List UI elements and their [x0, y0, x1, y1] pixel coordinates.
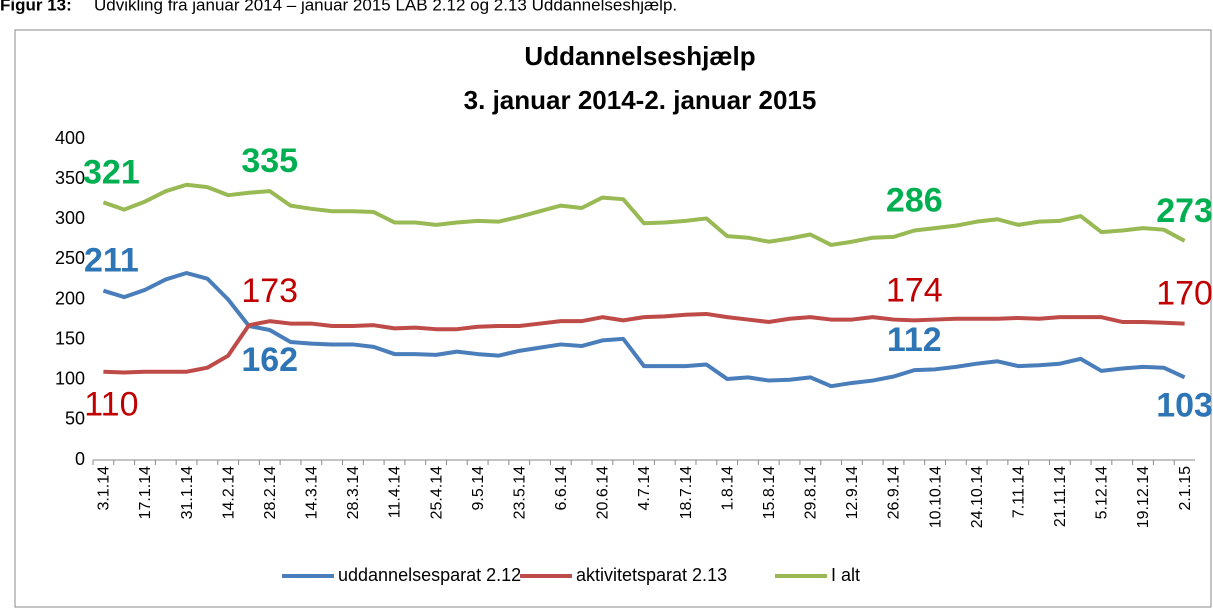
y-tick-label: 50: [65, 409, 85, 429]
x-tick-label: 5.12.14: [1094, 466, 1111, 519]
x-tick-label: 20.6.14: [595, 466, 612, 519]
y-tick-label: 300: [55, 208, 85, 228]
y-tick-label: 150: [55, 328, 85, 348]
y-tick-label: 200: [55, 288, 85, 308]
data-label: 286: [886, 181, 943, 219]
x-tick-label: 4.7.14: [636, 466, 653, 511]
x-tick-label: 6.6.14: [553, 466, 570, 511]
x-tick-label: 18.7.14: [678, 466, 695, 519]
caption-label: Figur 13:: [0, 0, 72, 14]
x-tick-label: 15.8.14: [761, 466, 778, 519]
x-tick-label: 28.3.14: [345, 466, 362, 519]
x-tick-label: 1.8.14: [719, 466, 736, 511]
x-tick-label: 2.1.15: [1177, 466, 1194, 511]
x-tick-label: 9.5.14: [470, 466, 487, 511]
data-label: 273: [1156, 192, 1213, 230]
data-label: 170: [1156, 275, 1213, 313]
x-tick-label: 28.2.14: [262, 466, 279, 519]
series-line: [102, 271, 1186, 389]
x-tick-label: 11.4.14: [387, 466, 404, 518]
data-label: 211: [84, 242, 139, 280]
data-label: 174: [886, 271, 943, 309]
x-tick-label: 26.9.14: [886, 466, 903, 519]
x-tick-label: 23.5.14: [511, 466, 528, 519]
caption: Udvikling fra januar 2014 – januar 2015 …: [94, 0, 677, 14]
x-tick-label: 10.10.14: [927, 466, 944, 528]
x-tick-label: 25.4.14: [428, 466, 445, 519]
chart-title: 3. januar 2014-2. januar 2015: [464, 85, 817, 115]
series-line: [102, 182, 1186, 247]
legend-label: uddannelsesparat 2.12: [338, 565, 521, 585]
data-label: 112: [887, 321, 942, 359]
x-tick-label: 17.1.14: [137, 466, 154, 519]
legend-label: aktivitetsparat 2.13: [576, 565, 727, 585]
x-tick-label: 21.11.14: [1052, 466, 1069, 527]
y-tick-label: 250: [55, 248, 85, 268]
x-tick-label: 31.1.14: [179, 466, 196, 519]
x-tick-label: 19.12.14: [1135, 466, 1152, 528]
data-label: 162: [241, 341, 298, 379]
data-label: 173: [241, 272, 298, 310]
x-tick-label: 7.11.14: [1010, 466, 1027, 518]
data-label: 335: [241, 142, 298, 180]
x-tick-label: 12.9.14: [844, 466, 861, 519]
series-line: [103, 311, 1185, 375]
x-tick-label: 14.2.14: [220, 466, 237, 519]
data-label: 110: [84, 386, 138, 424]
x-tick-label: 29.8.14: [803, 466, 820, 519]
x-tick-label: 14.3.14: [304, 466, 321, 519]
data-label: 103: [1156, 386, 1213, 424]
x-tick-label: 24.10.14: [969, 466, 986, 528]
y-tick-label: 0: [75, 449, 85, 469]
data-label: 321: [83, 153, 140, 191]
y-tick-label: 400: [55, 128, 85, 148]
y-tick-label: 350: [55, 168, 85, 188]
y-tick-label: 100: [55, 369, 85, 389]
x-tick-label: 3.1.14: [96, 466, 113, 511]
chart-title: Uddannelseshjælp: [524, 41, 755, 71]
legend-label: I alt: [831, 565, 860, 585]
chart-border: [14, 29, 1212, 608]
